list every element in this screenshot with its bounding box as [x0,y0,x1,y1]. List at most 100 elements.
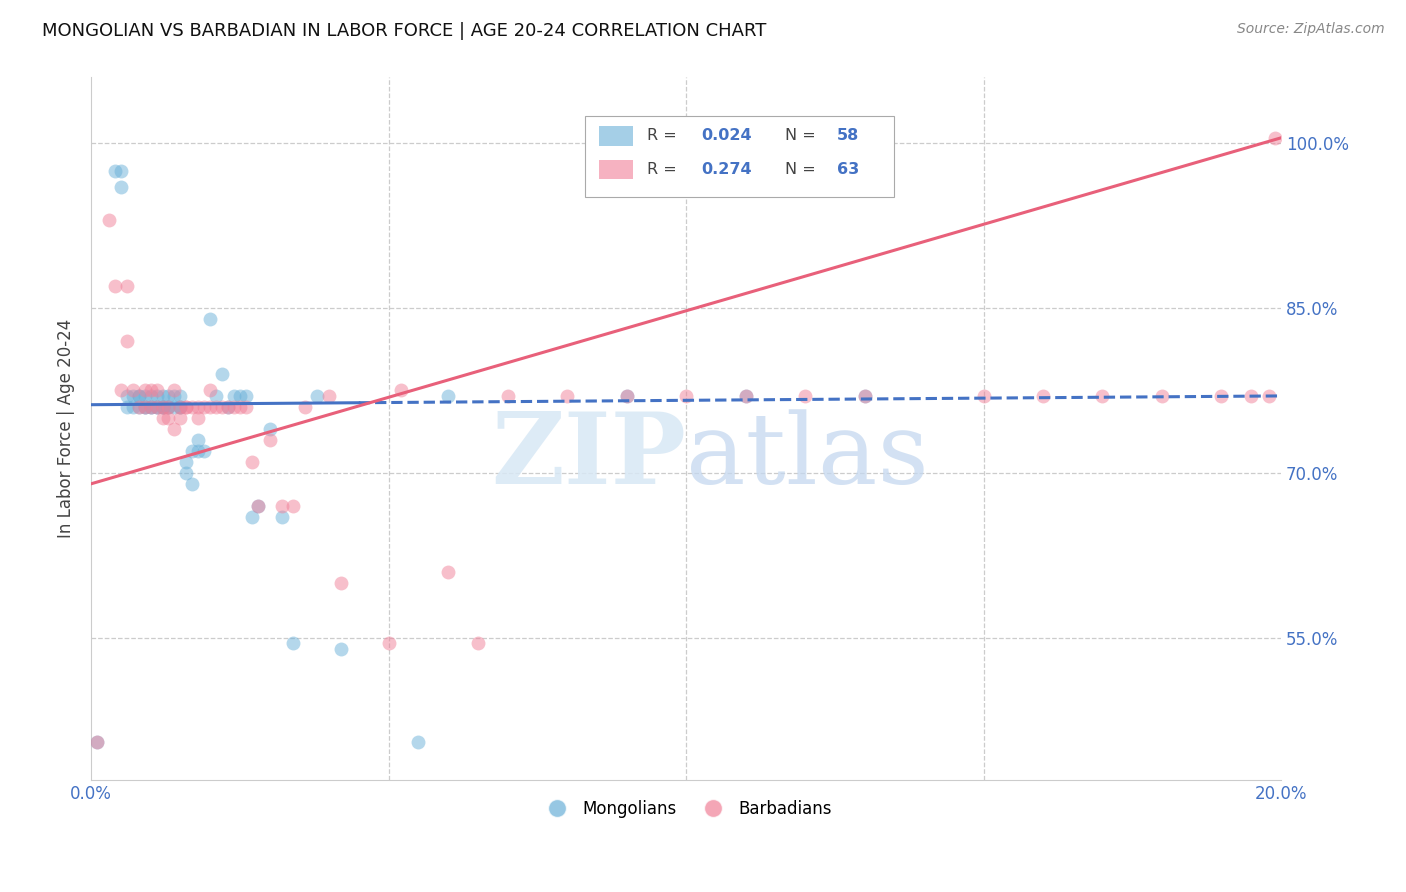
Point [240,455,263,469]
Point [259,422,281,436]
Point [128,400,150,414]
Point [169,410,191,425]
Point [211,400,233,414]
Point [115,389,138,403]
Point [176,400,198,414]
Bar [599,160,633,179]
Point [734,389,756,403]
Point [152,410,174,425]
Point [270,499,292,513]
Point [115,279,138,293]
Point [330,641,353,656]
Point [307,389,329,403]
Text: 63: 63 [837,162,859,177]
Point [134,389,156,403]
Point [139,400,162,414]
Point [169,400,191,414]
Text: 0.024: 0.024 [702,128,752,144]
Point [121,384,143,398]
Point [86,735,108,749]
Text: R =: R = [647,128,682,144]
Point [139,384,162,398]
Point [181,400,204,414]
Point [157,400,180,414]
Point [217,400,239,414]
Point [176,455,198,469]
Point [104,279,127,293]
Point [163,389,186,403]
Text: N =: N = [785,162,821,177]
Point [794,389,817,403]
Point [139,400,162,414]
Point [163,384,186,398]
Point [437,565,460,579]
Point [163,422,186,436]
Legend: Mongolians, Barbadians: Mongolians, Barbadians [534,793,838,825]
Point [389,384,412,398]
Point [145,400,167,414]
Point [157,400,180,414]
Point [152,400,174,414]
Point [229,400,252,414]
Point [1264,131,1286,145]
Point [330,575,353,590]
Text: R =: R = [647,162,682,177]
Point [205,400,228,414]
Point [198,384,221,398]
Bar [599,126,633,145]
Point [318,389,340,403]
Point [115,334,138,348]
Point [187,400,209,414]
Point [193,443,215,458]
FancyBboxPatch shape [585,116,894,197]
Point [145,400,167,414]
Point [222,400,245,414]
Point [110,180,132,194]
Point [437,389,460,403]
Point [157,410,180,425]
Point [98,213,121,227]
Point [115,400,138,414]
Point [187,410,209,425]
Point [555,389,578,403]
Point [270,509,292,524]
Text: atlas: atlas [686,409,929,505]
Point [283,499,305,513]
Point [973,389,995,403]
Text: 58: 58 [837,128,859,144]
Point [229,389,252,403]
Text: MONGOLIAN VS BARBADIAN IN LABOR FORCE | AGE 20-24 CORRELATION CHART: MONGOLIAN VS BARBADIAN IN LABOR FORCE | … [42,22,766,40]
Point [187,443,209,458]
Point [217,400,239,414]
Point [128,389,150,403]
Point [205,389,228,403]
Text: N =: N = [785,128,821,144]
Point [169,400,191,414]
Point [139,389,162,403]
Point [616,389,638,403]
Point [152,400,174,414]
Point [145,384,167,398]
Point [675,389,697,403]
Point [152,400,174,414]
Point [377,636,399,650]
Point [235,400,257,414]
Point [104,163,127,178]
Point [198,312,221,326]
Point [283,636,305,650]
Point [152,400,174,414]
Point [246,499,269,513]
Point [128,400,150,414]
Text: ZIP: ZIP [491,409,686,506]
Point [163,400,186,414]
Point [86,735,108,749]
Point [246,499,269,513]
Point [139,400,162,414]
Point [157,389,180,403]
Text: Source: ZipAtlas.com: Source: ZipAtlas.com [1237,22,1385,37]
Point [145,389,167,403]
Point [1258,389,1281,403]
Point [294,400,316,414]
Point [187,433,209,447]
Point [157,400,180,414]
